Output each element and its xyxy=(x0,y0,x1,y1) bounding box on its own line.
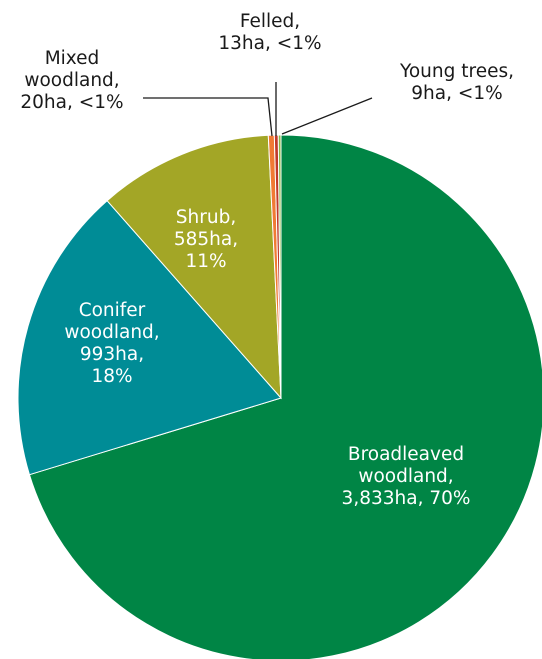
data-label-line: Conifer xyxy=(79,300,146,321)
data-label-line: Mixed xyxy=(45,48,100,69)
data-label-broadleaved-woodland: Broadleaved woodland, 3,833ha, 70% xyxy=(342,444,471,509)
data-label-line: 13ha, <1% xyxy=(218,33,321,54)
data-label-line: 18% xyxy=(91,366,132,387)
leader-line-mixed-woodland xyxy=(143,97,273,137)
data-label-felled: Felled, 13ha, <1% xyxy=(218,11,321,54)
data-label-young-trees: Young trees, 9ha, <1% xyxy=(399,61,514,104)
data-label-line: Young trees, xyxy=(399,61,514,82)
pie-slice-young-trees xyxy=(277,134,282,399)
pie-slice-broadleaved-woodland xyxy=(28,134,542,659)
data-label-mixed-woodland: Mixed woodland, 20ha, <1% xyxy=(20,48,123,113)
data-label-line: 585ha, xyxy=(174,229,238,250)
leader-line-young-trees xyxy=(281,97,373,135)
data-label-conifer-woodland: Conifer woodland, 993ha, 18% xyxy=(64,300,159,387)
data-label-shrub: Shrub, 585ha, 11% xyxy=(174,207,238,272)
data-label-line: 20ha, <1% xyxy=(20,92,123,113)
data-label-line: 993ha, xyxy=(80,344,144,365)
data-label-line: 11% xyxy=(185,251,226,272)
data-label-line: 9ha, <1% xyxy=(411,83,502,104)
data-label-line: Felled, xyxy=(240,11,300,32)
data-label-line: woodland, xyxy=(64,322,159,343)
data-label-line: Shrub, xyxy=(176,207,236,228)
data-label-line: Broadleaved xyxy=(348,444,464,465)
data-label-line: woodland, xyxy=(24,70,119,91)
data-label-line: 3,833ha, 70% xyxy=(342,488,471,509)
data-label-line: woodland, xyxy=(358,466,453,487)
pie-slice-conifer-woodland xyxy=(17,199,282,476)
pie-slice-shrub xyxy=(106,134,282,400)
